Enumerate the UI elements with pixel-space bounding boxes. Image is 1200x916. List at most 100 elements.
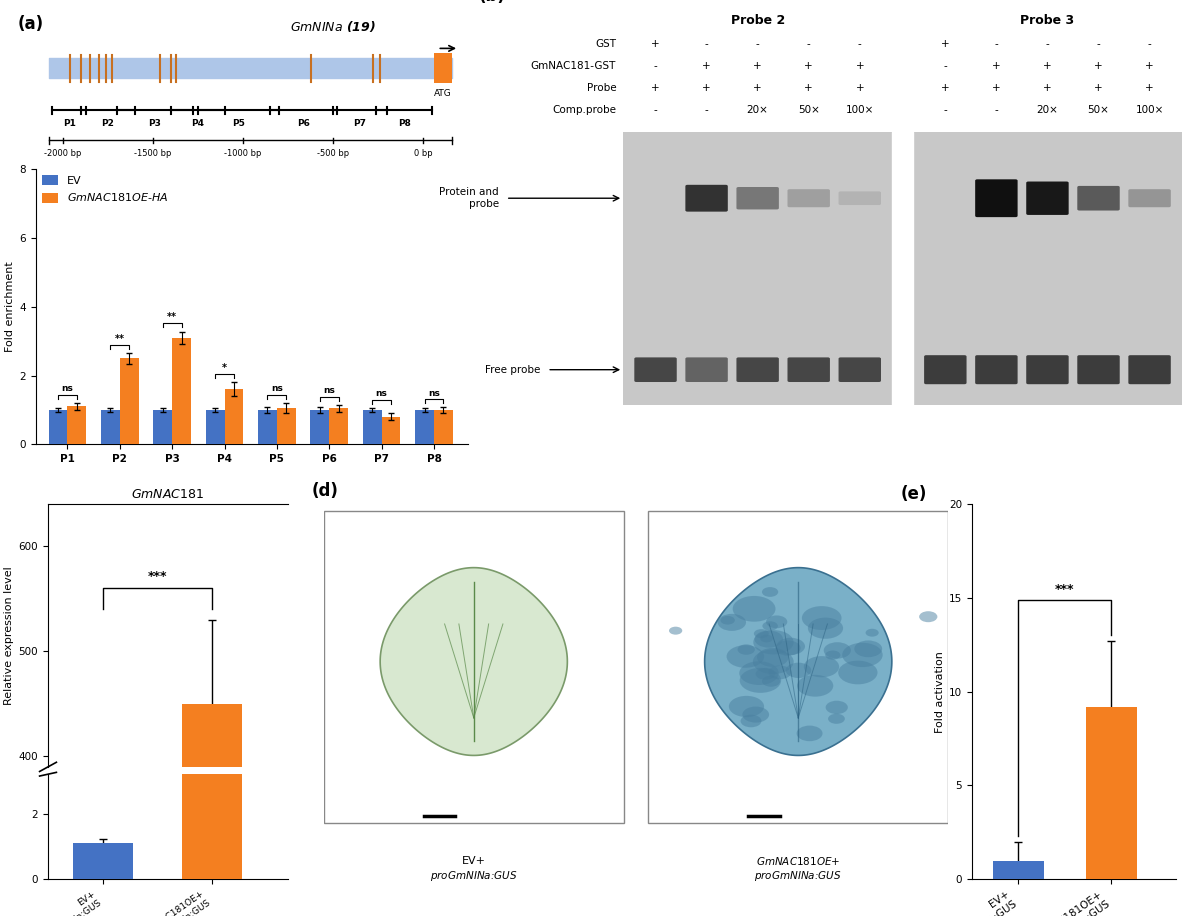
Circle shape	[762, 587, 779, 597]
Circle shape	[752, 649, 793, 674]
Circle shape	[775, 640, 800, 656]
FancyBboxPatch shape	[787, 357, 830, 382]
Text: Probe 3: Probe 3	[1020, 14, 1074, 27]
Circle shape	[743, 706, 769, 723]
Bar	[415, 410, 434, 444]
Bar	[623, 132, 892, 405]
Text: Probe 2: Probe 2	[731, 14, 785, 27]
Y-axis label: Fold activation: Fold activation	[935, 650, 944, 733]
Text: Comp.probe: Comp.probe	[552, 105, 617, 115]
Circle shape	[802, 606, 841, 630]
Text: P7: P7	[354, 119, 366, 128]
Text: -: -	[995, 105, 998, 115]
FancyBboxPatch shape	[1128, 355, 1171, 384]
Text: ns: ns	[61, 385, 73, 394]
Circle shape	[739, 668, 781, 692]
Circle shape	[668, 627, 683, 635]
Text: P4: P4	[192, 119, 204, 128]
Text: -: -	[756, 39, 760, 49]
Y-axis label: Relative expression level: Relative expression level	[5, 566, 14, 704]
Circle shape	[738, 644, 755, 655]
Text: -: -	[704, 39, 708, 49]
Text: (a): (a)	[18, 15, 44, 33]
Text: ATG: ATG	[434, 89, 451, 98]
Bar	[172, 338, 191, 444]
Bar	[992, 861, 1044, 879]
Bar	[382, 417, 401, 444]
Circle shape	[766, 616, 787, 628]
Text: +: +	[856, 83, 864, 93]
Circle shape	[786, 662, 811, 678]
Text: ***: ***	[1055, 583, 1074, 595]
Polygon shape	[380, 568, 568, 756]
Text: 0 bp: 0 bp	[414, 149, 432, 158]
Text: 100×: 100×	[1135, 105, 1164, 115]
Circle shape	[739, 661, 779, 685]
Circle shape	[762, 621, 778, 630]
Bar	[120, 358, 139, 444]
Text: Protein and
probe: Protein and probe	[439, 188, 499, 209]
FancyBboxPatch shape	[737, 187, 779, 210]
Text: +: +	[754, 61, 762, 71]
Circle shape	[754, 630, 793, 654]
FancyBboxPatch shape	[839, 191, 881, 205]
Text: P8: P8	[397, 119, 410, 128]
Bar	[362, 410, 382, 444]
Text: +: +	[702, 61, 710, 71]
Text: EV+: EV+	[462, 856, 486, 866]
Text: $proGmNINa$:GUS: $proGmNINa$:GUS	[430, 868, 517, 883]
Text: +: +	[1043, 61, 1051, 71]
Circle shape	[826, 650, 840, 660]
Polygon shape	[704, 568, 892, 756]
Text: P3: P3	[149, 119, 161, 128]
Text: +: +	[1094, 83, 1103, 93]
Y-axis label: Fold enrichment: Fold enrichment	[6, 261, 16, 353]
Text: P2: P2	[102, 119, 114, 128]
Text: $GmNAC181OE$+: $GmNAC181OE$+	[756, 855, 840, 867]
Text: -: -	[858, 39, 862, 49]
Bar	[258, 410, 277, 444]
Text: ns: ns	[376, 389, 388, 398]
Bar	[181, 703, 241, 767]
Circle shape	[720, 616, 734, 625]
Circle shape	[718, 614, 746, 631]
FancyBboxPatch shape	[1026, 355, 1069, 384]
Circle shape	[757, 648, 788, 667]
Bar	[224, 389, 244, 444]
Text: (b): (b)	[478, 0, 505, 5]
FancyBboxPatch shape	[737, 357, 779, 382]
FancyBboxPatch shape	[685, 357, 728, 382]
Text: +: +	[992, 61, 1001, 71]
Text: 20×: 20×	[1037, 105, 1058, 115]
Text: **: **	[167, 312, 178, 322]
Text: -: -	[1045, 39, 1049, 49]
Circle shape	[797, 725, 822, 741]
Bar	[329, 409, 348, 444]
Circle shape	[754, 629, 769, 638]
Bar	[48, 410, 67, 444]
Bar	[72, 844, 132, 879]
Bar	[205, 410, 224, 444]
Text: $GmNINa$ (19): $GmNINa$ (19)	[290, 19, 376, 34]
Text: GST: GST	[595, 39, 617, 49]
Text: +: +	[652, 39, 660, 49]
Text: +: +	[804, 61, 814, 71]
FancyBboxPatch shape	[1128, 190, 1171, 207]
Text: 100×: 100×	[846, 105, 874, 115]
Text: -: -	[943, 105, 947, 115]
FancyBboxPatch shape	[1078, 355, 1120, 384]
Bar	[913, 132, 1182, 405]
Text: P6: P6	[296, 119, 310, 128]
Circle shape	[854, 640, 882, 657]
Text: **: **	[115, 333, 125, 344]
Text: Free probe: Free probe	[485, 365, 540, 375]
Title: $GmNAC181$: $GmNAC181$	[132, 488, 204, 501]
Circle shape	[919, 611, 937, 622]
Text: 50×: 50×	[798, 105, 820, 115]
FancyBboxPatch shape	[924, 355, 966, 384]
Text: -1500 bp: -1500 bp	[134, 149, 172, 158]
Text: $proGmNINa$:GUS: $proGmNINa$:GUS	[755, 868, 842, 883]
Text: +: +	[941, 39, 949, 49]
Text: +: +	[1094, 61, 1103, 71]
Circle shape	[804, 656, 839, 677]
